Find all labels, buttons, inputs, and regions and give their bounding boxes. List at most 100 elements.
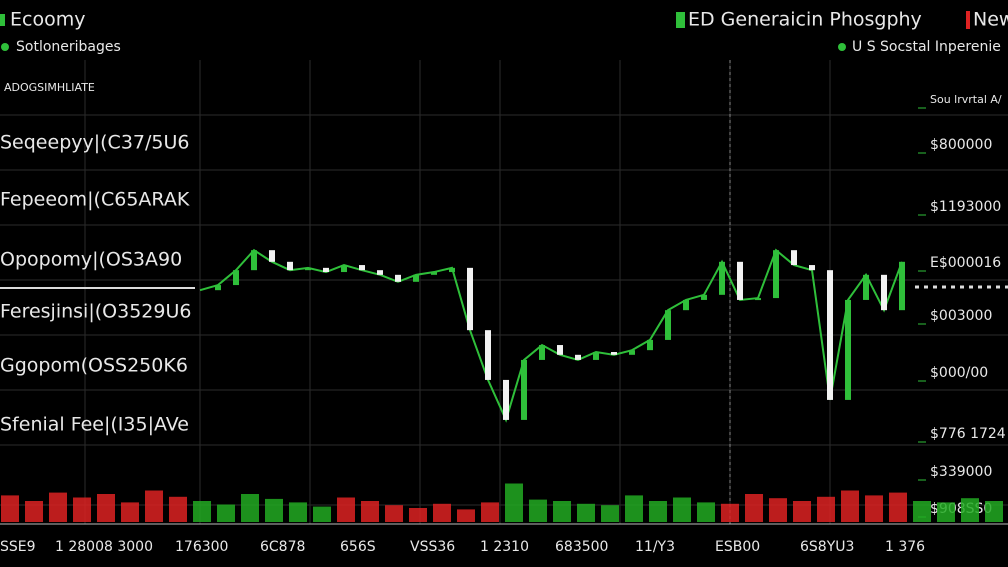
x-label: 1 28008 3000 — [55, 539, 153, 555]
candle — [341, 265, 347, 273]
right-subtitle: U S Socstal Inperenie — [852, 39, 1001, 55]
price-label: $800000 — [930, 137, 992, 153]
volume-bar — [937, 502, 955, 522]
candle — [575, 354, 581, 360]
volume-bar — [889, 492, 907, 522]
row-label: Seqeepyy|(C37/5U6 — [0, 132, 189, 154]
candle — [719, 261, 725, 295]
x-label: 11/Y3 — [635, 539, 675, 555]
volume-bar — [337, 497, 355, 522]
candle — [665, 310, 671, 340]
x-label: 176300 — [175, 539, 228, 555]
volume-bar — [97, 494, 115, 522]
price-label: $000/00 — [930, 365, 988, 381]
x-label: ESB00 — [715, 539, 760, 555]
candle — [215, 285, 221, 291]
price-label: $1193000 — [930, 199, 1001, 215]
candle — [287, 261, 293, 271]
candle — [863, 274, 869, 300]
volume-bar — [49, 492, 67, 522]
volume-bar — [217, 504, 235, 522]
volume-bar — [697, 502, 715, 522]
candle — [323, 267, 329, 273]
candle — [251, 250, 257, 271]
candle — [431, 272, 437, 275]
volume-bar — [289, 502, 307, 522]
volume-bar — [169, 496, 187, 522]
candle — [233, 270, 239, 286]
volume-bar — [481, 502, 499, 522]
volume-bar — [145, 490, 163, 522]
row-label: Opopomy|(OS3A90 — [0, 249, 182, 271]
candle — [791, 250, 797, 266]
volume-bar — [313, 506, 331, 522]
candle — [485, 330, 491, 380]
volume-bar — [529, 499, 547, 522]
row-label: Fepeeom|(C65ARAK — [0, 189, 190, 211]
volume-bar — [1, 495, 19, 522]
volume-bar — [673, 497, 691, 522]
volume-bar — [649, 501, 667, 522]
right-title: ED Generaicin Phosgphy — [688, 9, 922, 31]
row-label: Sfenial Fee|(I35|AVe — [0, 414, 189, 436]
marker — [0, 14, 5, 26]
volume-bar — [385, 505, 403, 522]
volume-bar — [193, 501, 211, 522]
candle — [539, 345, 545, 360]
x-label: 656S — [340, 539, 376, 555]
volume-bar — [769, 498, 787, 522]
volume-bar — [865, 495, 883, 522]
volume-bar — [553, 501, 571, 522]
candle — [377, 270, 383, 275]
price-label: $003000 — [930, 308, 992, 324]
candle — [647, 339, 653, 351]
candle — [845, 299, 851, 400]
volume-bar — [625, 495, 643, 522]
left-subtitle: Sotloneribages — [16, 39, 121, 55]
x-label: 6C878 — [260, 539, 305, 555]
candle — [881, 274, 887, 311]
candle — [683, 299, 689, 311]
volume-bar — [409, 508, 427, 522]
candle — [629, 350, 635, 355]
volume-bar — [721, 503, 739, 522]
candle — [701, 294, 707, 300]
volume-bar — [457, 509, 475, 522]
x-label: VSS36 — [410, 539, 455, 555]
candle — [449, 267, 455, 273]
price-label: $776 1724 — [930, 426, 1006, 442]
marker — [676, 12, 685, 28]
candle — [899, 261, 905, 311]
x-label: 1 2310 — [480, 539, 529, 555]
price-label: Sou lrvrtal A/ — [930, 93, 1002, 106]
volume-bar — [241, 494, 259, 522]
candle — [413, 274, 419, 282]
candle — [467, 267, 473, 331]
volume-bar — [913, 501, 931, 522]
candle — [773, 250, 779, 299]
candle — [737, 261, 743, 300]
x-label: SSE9 — [0, 539, 36, 555]
volume-bar — [73, 497, 91, 522]
x-label: 683500 — [555, 539, 608, 555]
candle — [809, 265, 815, 271]
price-label: $339000 — [930, 464, 992, 480]
volume-bar — [505, 483, 523, 522]
candle — [305, 267, 311, 271]
volume-bar — [961, 498, 979, 522]
candle — [503, 379, 509, 420]
x-label: 6S8YU3 — [800, 539, 854, 555]
candle — [521, 359, 527, 420]
candle — [557, 345, 563, 355]
right-badge[interactable]: New — [973, 9, 1008, 31]
price-label: E$000016 — [930, 255, 1001, 271]
left-caption: ADOGSIMHLIATE — [4, 81, 95, 94]
volume-bar — [985, 501, 1003, 522]
volume-bar — [433, 503, 451, 522]
dot — [1, 43, 9, 51]
volume-bar — [361, 501, 379, 522]
volume-bar — [817, 496, 835, 522]
left-title: Ecoomy — [10, 9, 85, 31]
candle — [269, 250, 275, 262]
